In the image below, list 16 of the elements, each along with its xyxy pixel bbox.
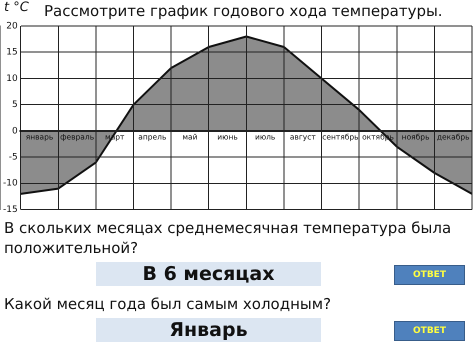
y-tick-label: 10 [6,74,18,84]
y-tick-label: 0 [12,126,18,136]
text: В 6 месяцах [96,262,321,286]
text: ОТВЕТ [394,321,465,341]
chart-title: Рассмотрите график годового хода температуры. [44,2,443,20]
y-tick-label: -10 [2,178,18,189]
y-tick-label: -15 [2,204,18,215]
y-tick-label: 5 [12,100,18,110]
y-tick-label: -5 [8,152,18,162]
y-axis-title: t °C [4,0,29,15]
text: В скольких месяцах среднемесячная температура была положительной? [3,218,452,258]
y-tick-label: 15 [6,48,18,58]
y-tick-label: 20 [6,21,18,32]
text: Январь [96,318,321,342]
text: ОТВЕТ [394,265,465,285]
text: Какой месяц года был самым холодным? [3,294,332,314]
